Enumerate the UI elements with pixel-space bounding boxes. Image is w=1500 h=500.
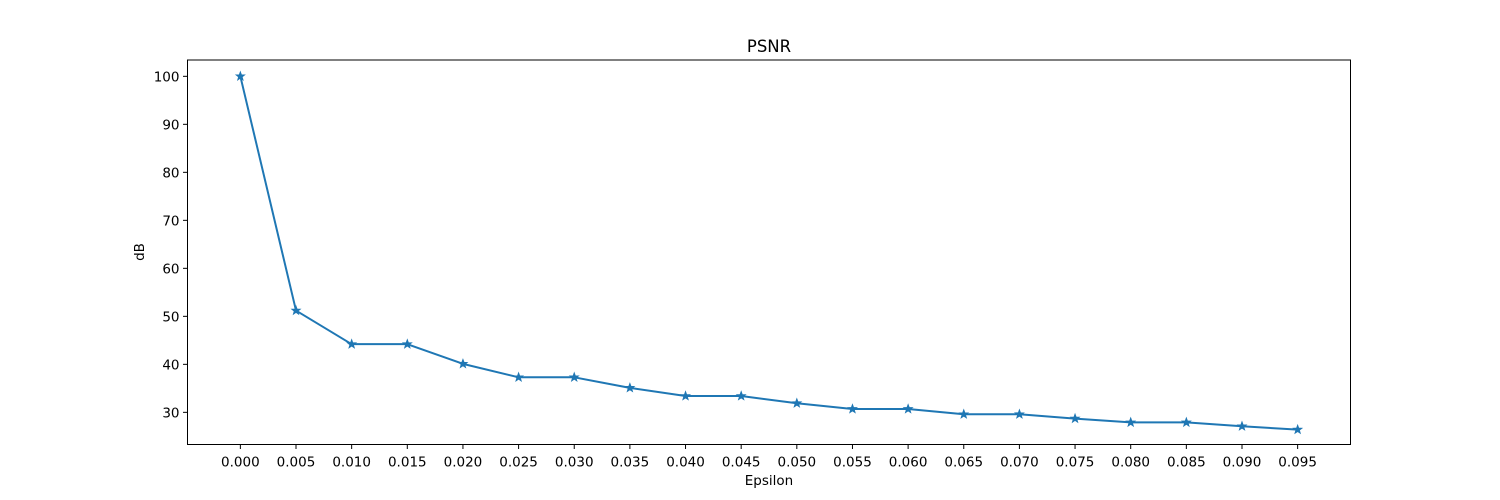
data-point-star [401, 338, 413, 349]
data-point-star [735, 390, 747, 401]
data-point-star [680, 390, 692, 401]
y-tick-label: 30 [162, 405, 179, 421]
plot-frame [187, 59, 1351, 445]
y-tick-label: 70 [162, 213, 179, 229]
data-point-star [791, 397, 803, 408]
data-point-star [624, 382, 636, 393]
x-tick-label: 0.095 [1278, 455, 1317, 471]
x-tick-label: 0.075 [1056, 455, 1095, 471]
chart-title: PSNR [747, 37, 791, 56]
x-tick-label: 0.070 [1000, 455, 1039, 471]
x-tick-label: 0.030 [555, 455, 594, 471]
y-tick-label: 90 [162, 117, 179, 133]
x-tick-label: 0.065 [944, 455, 983, 471]
data-point-star [290, 304, 302, 316]
x-tick-label: 0.000 [221, 455, 260, 471]
y-tick-label: 40 [162, 357, 179, 373]
data-point-star [1180, 416, 1192, 428]
x-tick-label: 0.090 [1223, 455, 1262, 471]
x-tick-label: 0.040 [666, 455, 705, 471]
data-point-star [846, 403, 858, 414]
x-tick-label: 0.015 [388, 455, 427, 471]
data-point-star [568, 371, 580, 382]
data-point-star [902, 403, 914, 414]
x-tick-label: 0.025 [499, 455, 538, 471]
x-axis-label: Epsilon [745, 473, 793, 489]
x-tick-label: 0.005 [277, 455, 316, 471]
series-line [239, 76, 1298, 431]
y-tick-label: 60 [162, 261, 179, 277]
x-tick-label: 0.055 [833, 455, 872, 471]
data-point-star [513, 371, 525, 382]
y-tick-label: 80 [162, 165, 179, 181]
data-point-star [958, 408, 970, 419]
x-tick-label: 0.080 [1111, 455, 1150, 471]
x-tick-label: 0.010 [332, 455, 371, 471]
y-tick-label: 50 [162, 309, 179, 325]
data-point-star [1292, 423, 1304, 435]
x-tick-label: 0.050 [777, 455, 816, 471]
data-point-star [1013, 408, 1025, 419]
data-point-star [1069, 412, 1081, 424]
data-point-star [346, 338, 358, 349]
data-point-star [1125, 416, 1137, 428]
x-tick-label: 0.020 [444, 455, 483, 471]
data-point-star [1236, 420, 1248, 431]
data-point-star [457, 358, 469, 369]
x-tick-label: 0.060 [889, 455, 928, 471]
x-tick-label: 0.045 [722, 455, 761, 471]
y-tick-label: 100 [154, 69, 180, 85]
y-axis-label: dB [132, 243, 148, 261]
x-tick-label: 0.085 [1167, 455, 1206, 471]
x-tick-label: 0.035 [611, 455, 650, 471]
data-point-star [234, 70, 246, 81]
